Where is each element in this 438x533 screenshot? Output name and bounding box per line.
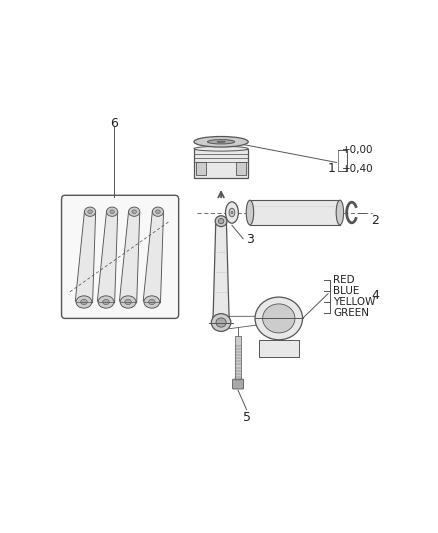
Ellipse shape — [155, 210, 160, 214]
Ellipse shape — [218, 219, 224, 224]
Text: RED: RED — [333, 275, 355, 285]
Ellipse shape — [81, 300, 87, 304]
Ellipse shape — [194, 136, 248, 147]
FancyBboxPatch shape — [61, 195, 179, 318]
Polygon shape — [75, 211, 95, 303]
Text: GREEN: GREEN — [333, 308, 369, 318]
Ellipse shape — [217, 141, 225, 142]
Ellipse shape — [144, 296, 160, 308]
Ellipse shape — [226, 202, 238, 223]
Text: YELLOW: YELLOW — [333, 297, 375, 307]
Text: 3: 3 — [246, 233, 254, 246]
Text: 2: 2 — [371, 214, 379, 227]
Ellipse shape — [132, 210, 137, 214]
Ellipse shape — [208, 140, 235, 144]
Ellipse shape — [231, 211, 233, 214]
Text: +0,40: +0,40 — [342, 164, 373, 174]
Ellipse shape — [110, 210, 114, 214]
Ellipse shape — [336, 200, 344, 225]
Ellipse shape — [125, 300, 131, 304]
Ellipse shape — [229, 208, 235, 217]
Ellipse shape — [194, 147, 248, 151]
Ellipse shape — [120, 296, 136, 308]
Ellipse shape — [152, 207, 163, 216]
Bar — [236, 162, 246, 174]
Ellipse shape — [129, 207, 140, 216]
Bar — [250, 200, 340, 225]
Text: 6: 6 — [110, 117, 118, 130]
FancyBboxPatch shape — [233, 379, 244, 389]
Ellipse shape — [215, 216, 227, 227]
Text: BLUE: BLUE — [333, 286, 360, 296]
Polygon shape — [213, 221, 229, 322]
Ellipse shape — [98, 296, 114, 308]
Ellipse shape — [211, 313, 231, 332]
Bar — [258, 340, 299, 357]
Ellipse shape — [148, 300, 155, 304]
Text: +0,00: +0,00 — [342, 145, 373, 155]
Ellipse shape — [216, 318, 226, 327]
Ellipse shape — [102, 300, 110, 304]
FancyBboxPatch shape — [194, 149, 248, 178]
Ellipse shape — [255, 297, 303, 340]
Text: 5: 5 — [243, 411, 251, 424]
Ellipse shape — [76, 296, 92, 308]
Ellipse shape — [263, 304, 295, 333]
Ellipse shape — [106, 207, 118, 216]
Ellipse shape — [246, 200, 254, 225]
Text: 4: 4 — [371, 289, 379, 302]
Ellipse shape — [88, 210, 92, 214]
Polygon shape — [143, 211, 163, 303]
Ellipse shape — [85, 207, 95, 216]
Bar — [235, 336, 241, 381]
Text: 1: 1 — [328, 162, 336, 175]
Polygon shape — [97, 211, 118, 303]
Bar — [196, 162, 206, 174]
Polygon shape — [120, 211, 140, 303]
